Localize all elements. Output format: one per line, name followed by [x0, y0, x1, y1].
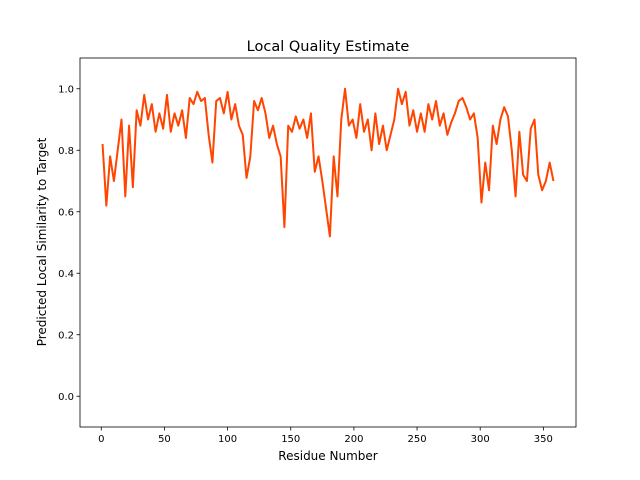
y-tick-label: 0.8: [58, 146, 74, 157]
x-tick-label: 50: [158, 434, 171, 445]
x-tick-label: 200: [344, 434, 363, 445]
x-tick-label: 300: [471, 434, 490, 445]
x-tick-label: 100: [218, 434, 237, 445]
y-tick-label: 0.2: [58, 330, 74, 341]
y-tick-label: 0.6: [58, 207, 74, 218]
data-line: [101, 87, 555, 238]
chart-title: Local Quality Estimate: [247, 39, 410, 55]
x-axis-label: Residue Number: [278, 449, 377, 463]
y-axis-label: Predicted Local Similarity to Target: [35, 137, 49, 346]
y-tick-label: 1.0: [58, 84, 74, 95]
x-tick-label: 250: [407, 434, 426, 445]
x-tick-label: 150: [281, 434, 300, 445]
x-tick-label: 0: [98, 434, 104, 445]
y-tick-label: 0.0: [58, 392, 74, 403]
y-tick-label: 0.4: [58, 269, 74, 280]
plot-frame: [79, 57, 577, 428]
x-tick-label: 350: [534, 434, 553, 445]
